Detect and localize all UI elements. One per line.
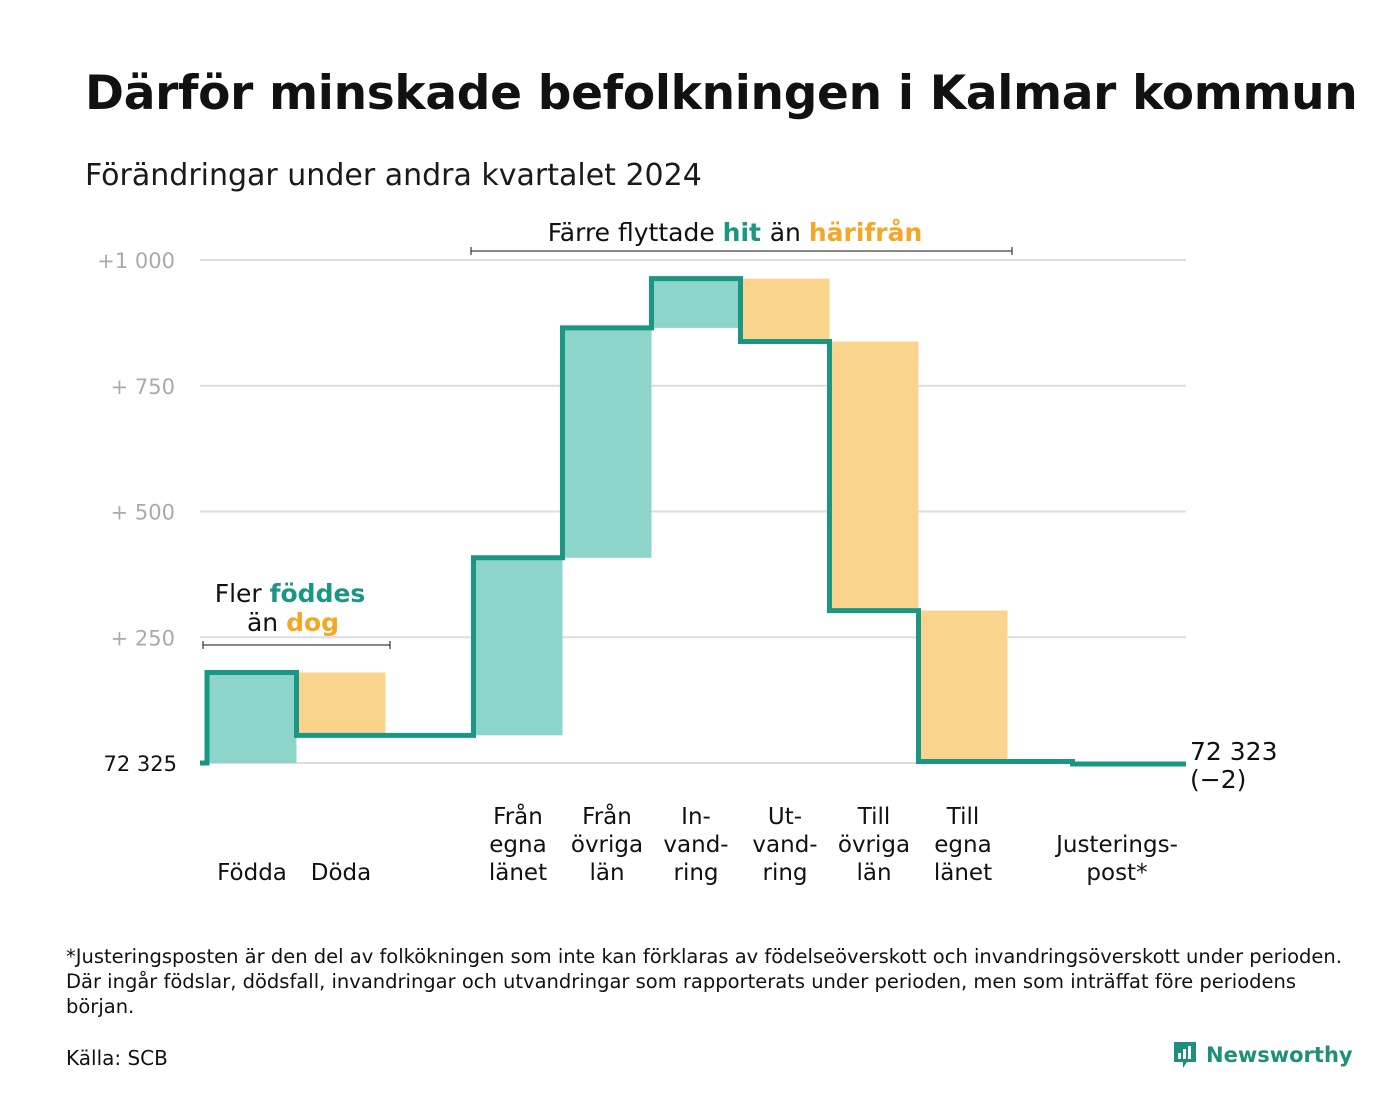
x-label-fran_ovriga: övriga [571,832,643,858]
x-label-till_ovriga: län [856,860,891,886]
bar-fodda [207,672,297,763]
x-label-till_ovriga: Till [857,804,891,830]
annotation-moves: Färre flyttade hit än härifrån [548,218,923,247]
y-tick-label: + 500 [111,501,175,525]
x-label-justering: post* [1086,860,1147,886]
y-tick-label: + 250 [111,626,175,650]
x-label-utvandring: vand- [752,832,817,858]
newsworthy-logo-icon [1174,1042,1196,1068]
x-label-till_egna: länet [934,860,992,886]
source-label: Källa: SCB [66,1046,168,1070]
cumulative-step-line [200,276,1186,767]
x-label-invandring: ring [673,860,718,886]
x-label-invandring: In- [681,804,711,830]
y-tick-label: +1 000 [97,249,175,273]
brand-name: Newsworthy [1206,1043,1353,1067]
base-value-label: 72 325 [104,752,177,776]
x-label-fran_ovriga: Från [582,802,632,830]
annotation-births-line2: än dog [247,608,339,637]
footnote: *Justeringsposten är den del av folkökni… [66,945,1342,1018]
x-label-utvandring: Ut- [768,804,802,830]
x-label-fodda: Födda [217,860,287,886]
chart-title: Därför minskade befolkningen i Kalmar ko… [85,66,1358,121]
bar-till_egna [918,610,1008,762]
x-label-utvandring: ring [762,860,807,886]
bar-fran_ovriga [562,327,652,558]
x-label-till_egna: egna [934,832,991,858]
waterfall-chart: +1 000 + 750 + 500 + 250 72 325 Födda Döda Frå… [97,218,1277,886]
x-label-invandring: vand- [663,832,728,858]
chart-subtitle: Förändringar under andra kvartalet 2024 [85,158,702,193]
brand-logo: Newsworthy [1172,1040,1353,1070]
x-label-doda: Döda [311,860,371,886]
bar-till_ovriga [829,341,919,611]
y-tick-label: + 750 [111,375,175,399]
bar-invandring [651,278,741,328]
x-label-till_ovriga: övriga [838,832,910,858]
annotation-births-line1: Fler föddes [215,579,366,608]
x-label-justering: Justerings- [1054,832,1178,858]
x-label-fran_egna: länet [489,860,547,886]
end-change-label: (−2) [1190,765,1246,794]
bar-doda [296,672,386,736]
x-label-fran_egna: egna [489,832,546,858]
bar-fran_egna [473,557,563,736]
x-label-fran_ovriga: län [589,860,624,886]
x-label-fran_egna: Från [493,802,543,830]
x-label-till_egna: Till [946,804,980,830]
bar-utvandring [740,278,830,342]
end-value-label: 72 323 [1190,737,1277,766]
